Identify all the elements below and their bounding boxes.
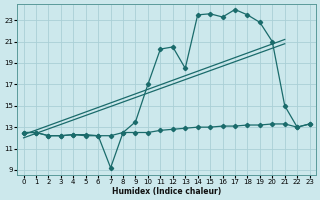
X-axis label: Humidex (Indice chaleur): Humidex (Indice chaleur): [112, 187, 221, 196]
